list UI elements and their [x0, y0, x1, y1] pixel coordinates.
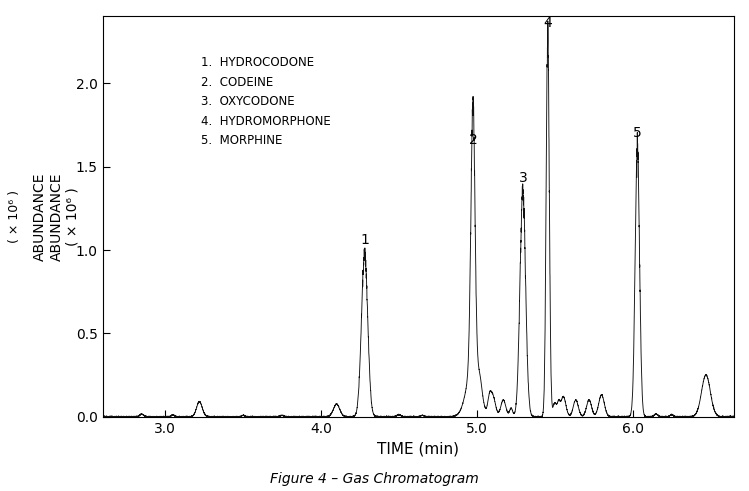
Text: 2: 2: [469, 133, 477, 147]
X-axis label: TIME (min): TIME (min): [377, 441, 459, 456]
Text: 3: 3: [519, 171, 528, 185]
Text: 4: 4: [543, 16, 552, 30]
Text: 1: 1: [360, 233, 369, 246]
Text: 1.  HYDROCODONE
2.  CODEINE
3.  OXYCODONE
4.  HYDROMORPHONE
5.  MORPHINE: 1. HYDROCODONE 2. CODEINE 3. OXYCODONE 4…: [201, 56, 330, 147]
Y-axis label: ABUNDANCE
( × 10⁶ ): ABUNDANCE ( × 10⁶ ): [49, 172, 80, 261]
Text: ABUNDANCE: ABUNDANCE: [33, 172, 46, 261]
Text: Figure 4 – Gas Chromatogram: Figure 4 – Gas Chromatogram: [270, 472, 479, 486]
Text: 5: 5: [633, 126, 642, 140]
Text: ( × 10⁶ ): ( × 10⁶ ): [8, 190, 21, 243]
